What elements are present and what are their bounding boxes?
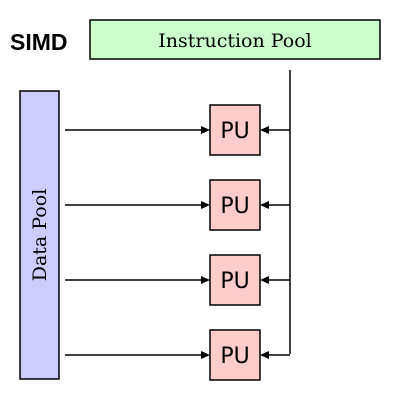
processing-unit-label: PU [220, 119, 249, 144]
processing-unit-box [209, 179, 261, 231]
instruction-arrowhead [260, 276, 269, 284]
data-arrowhead [201, 201, 210, 209]
processing-unit-box [209, 254, 261, 306]
diagram-title: SIMD [10, 29, 68, 55]
instruction-arrowhead [260, 201, 269, 209]
data-pool-label: Data Pool [29, 189, 51, 282]
data-pool: Data Pool [19, 90, 60, 380]
instruction-pool: Instruction Pool [89, 19, 381, 60]
instruction-arrowhead [260, 351, 269, 359]
processing-unit-label: PU [220, 344, 249, 369]
processing-unit-box [209, 329, 261, 381]
data-arrowhead [201, 351, 210, 359]
data-arrowhead [201, 126, 210, 134]
processing-units: PU PU PU PU [65, 104, 290, 381]
data-arrowhead [201, 276, 210, 284]
processing-unit-label: PU [220, 269, 249, 294]
data-pool-box [19, 90, 60, 380]
instruction-pool-box [89, 19, 381, 60]
instruction-pool-label: Instruction Pool [158, 30, 311, 52]
processing-unit-label: PU [220, 194, 249, 219]
processing-unit-box [209, 104, 261, 156]
instruction-arrowhead [260, 126, 269, 134]
